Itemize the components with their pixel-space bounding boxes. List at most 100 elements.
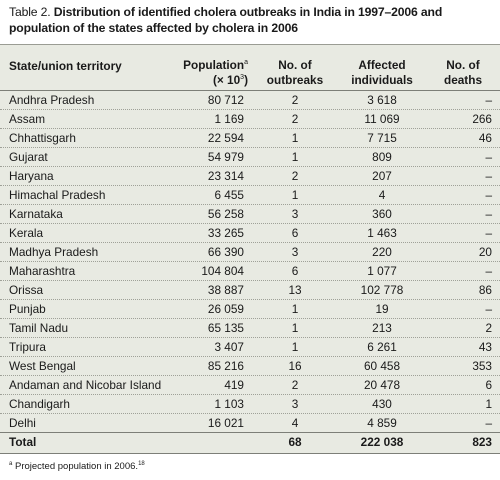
header-deaths: No. of deaths: [432, 58, 494, 87]
table-caption: Table 2. Distribution of identified chol…: [9, 5, 493, 36]
cell-outbreaks: 3: [291, 245, 299, 259]
table-row: Chandigarh 1 103 3 430 1: [0, 395, 500, 414]
cell-affected: 102 778: [360, 283, 404, 297]
cell-state: Tamil Nadu: [9, 321, 69, 335]
header-population-unit-suffix: ): [244, 72, 248, 87]
cell-population: 1 169: [214, 112, 244, 126]
header-outbreaks: No. of outbreaks: [265, 58, 325, 87]
cell-outbreaks: 3: [291, 207, 299, 221]
cell-population: 16 021: [207, 416, 244, 430]
cell-affected: 3 618: [367, 93, 397, 107]
cell-affected: 6 261: [367, 340, 397, 354]
footnote-mark: a: [9, 461, 13, 467]
footnote-text: Projected population in 2006.: [14, 461, 139, 472]
cell-state: Madhya Pradesh: [9, 245, 99, 259]
cell-outbreaks: 1: [291, 321, 299, 335]
cell-state: Himachal Pradesh: [9, 188, 106, 202]
cell-population: 38 887: [207, 283, 244, 297]
cell-population: 66 390: [207, 245, 244, 259]
cell-deaths: –: [485, 226, 492, 240]
cell-affected: 213: [372, 321, 392, 335]
table-footnote: a Projected population in 2006.18: [9, 461, 145, 473]
table-row: Punjab 26 059 1 19 –: [0, 300, 500, 319]
table-label: Table 2.: [9, 5, 51, 19]
table-body: Andhra Pradesh 80 712 2 3 618 – Assam 1 …: [0, 91, 500, 433]
table-row: Chhattisgarh 22 594 1 7 715 46: [0, 129, 500, 148]
cell-deaths: –: [485, 207, 492, 221]
cell-affected: 4 859: [367, 416, 397, 430]
cell-deaths: 46: [478, 131, 492, 145]
cell-affected: 60 458: [363, 359, 401, 373]
cell-population: 419: [224, 378, 244, 392]
cell-state: West Bengal: [9, 359, 76, 373]
cell-population: 1 103: [214, 397, 244, 411]
table-bottom-rule: [0, 453, 500, 454]
cell-population: 54 979: [207, 150, 244, 164]
cell-population: 80 712: [207, 93, 244, 107]
cell-deaths: –: [485, 188, 492, 202]
cell-outbreaks: 4: [291, 416, 299, 430]
header-population-label: Population: [183, 58, 245, 72]
table-row: Madhya Pradesh 66 390 3 220 20: [0, 243, 500, 262]
cell-state: Kerala: [9, 226, 44, 240]
table-row: Orissa 38 887 13 102 778 86: [0, 281, 500, 300]
table-title: Distribution of identified cholera outbr…: [9, 5, 443, 35]
cell-affected: 11 069: [364, 112, 400, 126]
table-row: Himachal Pradesh 6 455 1 4 –: [0, 186, 500, 205]
table-row: Kerala 33 265 6 1 463 –: [0, 224, 500, 243]
cell-affected: 7 715: [367, 131, 397, 145]
cell-outbreaks: 1: [291, 150, 299, 164]
cell-outbreaks: 2: [291, 112, 299, 126]
cell-outbreaks: 16: [288, 359, 302, 373]
header-outbreaks-line1: No. of: [278, 58, 312, 72]
cell-state: Assam: [9, 112, 46, 126]
table-row: Andaman and Nicobar Island 419 2 20 478 …: [0, 376, 500, 395]
cell-deaths: 266: [472, 112, 492, 126]
header-rule: [0, 90, 500, 91]
cell-deaths: 353: [472, 359, 492, 373]
header-population-unit-exp: 3: [240, 73, 245, 81]
cell-deaths: –: [485, 302, 492, 316]
cell-deaths: –: [485, 169, 492, 183]
header-deaths-line1: No. of: [446, 58, 480, 72]
total-outbreaks: 68: [288, 435, 302, 449]
cell-state: Punjab: [9, 302, 46, 316]
header-affected-line1: Affected: [358, 58, 406, 72]
cell-population: 65 135: [207, 321, 244, 335]
header-population-mark: a: [244, 59, 248, 66]
footnote-reference: 18: [138, 461, 145, 467]
cell-outbreaks: 2: [291, 169, 299, 183]
table-row: Gujarat 54 979 1 809 –: [0, 148, 500, 167]
cell-outbreaks: 1: [291, 340, 299, 354]
cell-outbreaks: 1: [291, 188, 299, 202]
cell-population: 56 258: [207, 207, 244, 221]
cell-outbreaks: 1: [291, 131, 299, 145]
cell-affected: 360: [372, 207, 392, 221]
table-top-rule: [0, 44, 500, 45]
cell-state: Haryana: [9, 169, 54, 183]
table-row: Delhi 16 021 4 4 859 –: [0, 414, 500, 433]
cell-outbreaks: 13: [288, 283, 302, 297]
table-row: Maharashtra 104 804 6 1 077 –: [0, 262, 500, 281]
cell-population: 33 265: [207, 226, 244, 240]
cell-state: Gujarat: [9, 150, 48, 164]
cell-population: 26 059: [207, 302, 244, 316]
cell-outbreaks: 6: [291, 264, 299, 278]
cell-deaths: 86: [478, 283, 492, 297]
total-rule: [0, 432, 500, 433]
cell-outbreaks: 6: [291, 226, 299, 240]
cell-state: Karnataka: [9, 207, 63, 221]
cell-deaths: 2: [485, 321, 492, 335]
cell-population: 3 407: [214, 340, 244, 354]
table-row: West Bengal 85 216 16 60 458 353: [0, 357, 500, 376]
cell-deaths: 6: [485, 378, 492, 392]
header-state: State/union territory: [9, 59, 122, 73]
header-population-unit-prefix: (× 10: [212, 72, 241, 87]
cell-population: 22 594: [207, 131, 244, 145]
table-row: Haryana 23 314 2 207 –: [0, 167, 500, 186]
header-population: Populationa (× 103): [166, 58, 248, 87]
cell-affected: 1 077: [367, 264, 397, 278]
cell-state: Chandigarh: [9, 397, 70, 411]
cell-affected: 430: [372, 397, 392, 411]
table-row: Tamil Nadu 65 135 1 213 2: [0, 319, 500, 338]
